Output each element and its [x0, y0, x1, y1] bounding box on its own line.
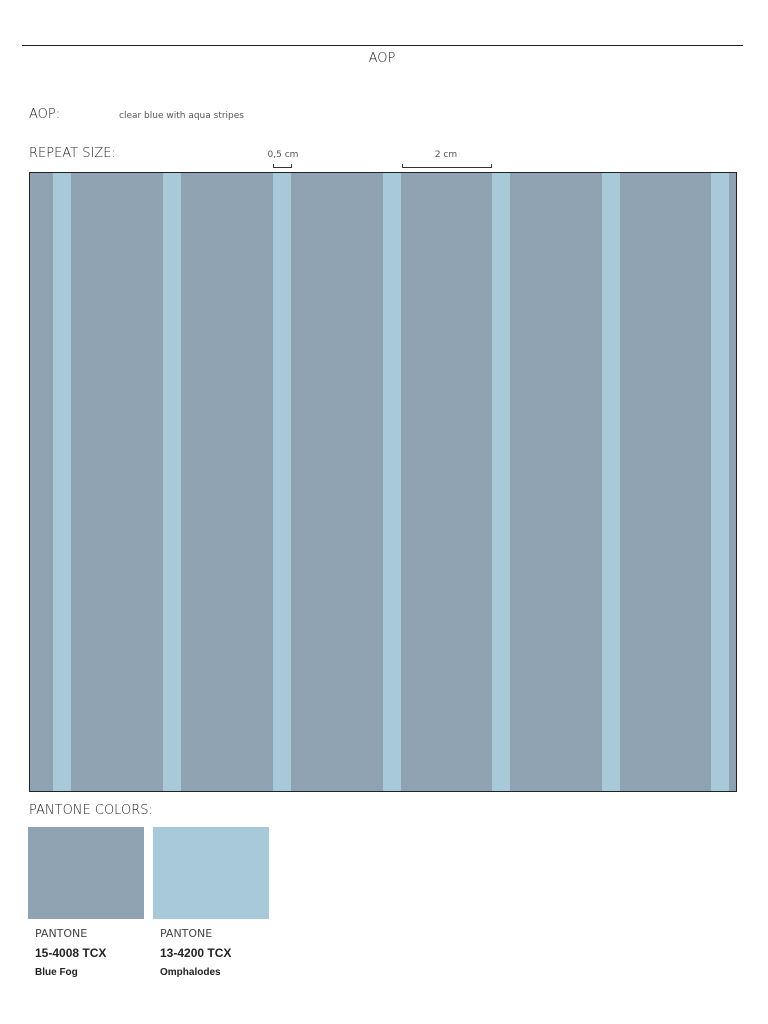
swatch-brand: PANTONE [160, 927, 213, 940]
swatch-brand: PANTONE [35, 927, 88, 940]
aop-label: AOP: [29, 107, 61, 122]
top-rule [22, 45, 743, 46]
swatch-code: 13-4200 TCX [160, 946, 232, 960]
swatch-chip [153, 827, 269, 919]
spacing-bracket [402, 164, 492, 168]
aop-description: clear blue with aqua stripes [119, 111, 244, 121]
swatch-chip [28, 827, 144, 919]
swatch-code: 15-4008 TCX [35, 946, 107, 960]
stripe-width-bracket [273, 164, 292, 168]
stripe [163, 172, 181, 792]
spacing-label: 2 cm [434, 150, 458, 160]
stripe [602, 172, 620, 792]
pantone-label: PANTONE COLORS: [29, 803, 153, 818]
swatch-name: Omphalodes [160, 967, 221, 978]
stripe [53, 172, 71, 792]
stripe [492, 172, 510, 792]
page-title: AOP [368, 51, 396, 66]
pattern-border [29, 172, 737, 792]
swatch-name: Blue Fog [35, 967, 78, 978]
stripe [383, 172, 401, 792]
stripe [711, 172, 729, 792]
stripe-width-label: 0,5 cm [267, 150, 299, 160]
repeat-label: REPEAT SIZE: [29, 146, 116, 161]
pattern-preview [29, 172, 737, 792]
stripe [273, 172, 291, 792]
